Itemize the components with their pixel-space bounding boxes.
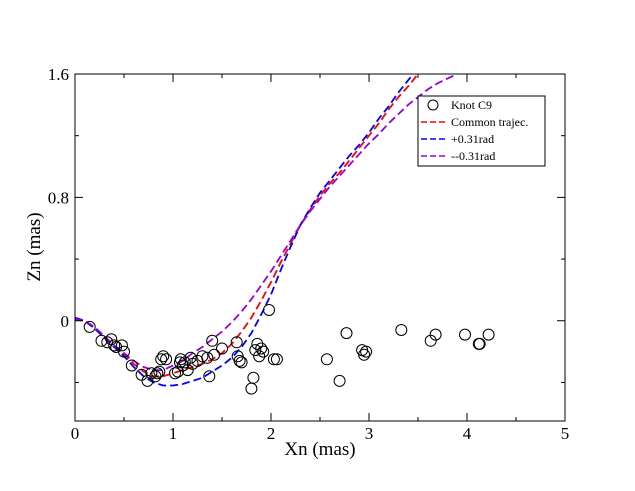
legend-box xyxy=(417,95,546,167)
x-tick-label-2: 2 xyxy=(267,424,276,443)
data-point-knot-c9 xyxy=(459,328,471,341)
legend-label-minus-031rad: --0.31rad xyxy=(451,149,495,163)
data-point-knot-c9 xyxy=(155,353,168,366)
x-tick-label-4: 4 xyxy=(463,424,472,443)
data-point-knot-c9 xyxy=(83,320,96,333)
series-line-0-31rad xyxy=(75,74,458,371)
legend-marker-knot-c9 xyxy=(427,99,439,111)
data-point-knot-c9 xyxy=(208,348,221,361)
data-point-knot-c9 xyxy=(253,350,266,363)
data-point-knot-c9 xyxy=(108,339,121,352)
data-point-knot-c9 xyxy=(482,328,495,341)
ticks-layer: 0 1 2 3 4 5 0 0.8 1.6 xyxy=(48,65,570,443)
data-point-knot-c9 xyxy=(424,334,437,347)
data-point-knot-c9 xyxy=(118,345,130,358)
data-point-knot-c9 xyxy=(233,354,246,367)
legend-label-knot-c9: Knot C9 xyxy=(451,98,492,112)
x-tick-label-5: 5 xyxy=(561,424,570,443)
data-point-knot-c9 xyxy=(263,304,275,316)
data-point-knot-c9 xyxy=(257,345,270,358)
data-point-knot-c9 xyxy=(235,356,248,369)
data-point-knot-c9 xyxy=(249,344,262,357)
data-point-knot-c9 xyxy=(145,367,158,380)
data-point-knot-c9 xyxy=(95,334,108,347)
data-point-knot-c9 xyxy=(206,334,219,347)
data-point-knot-c9 xyxy=(196,350,209,363)
data-point-knot-c9 xyxy=(320,353,333,366)
data-point-knot-c9 xyxy=(169,367,181,380)
y-tick-label-1: 0.8 xyxy=(48,188,69,207)
data-point-knot-c9 xyxy=(216,342,228,355)
data-point-knot-c9 xyxy=(340,327,353,340)
data-point-knot-c9 xyxy=(153,365,166,378)
data-point-knot-c9 xyxy=(251,337,264,350)
data-point-knot-c9 xyxy=(247,371,260,384)
data-point-knot-c9 xyxy=(116,339,128,352)
data-point-knot-c9 xyxy=(151,367,164,380)
data-point-knot-c9 xyxy=(176,359,189,372)
lines-layer xyxy=(75,74,458,387)
y-axis-title: Zn (mas) xyxy=(24,212,45,281)
series-line-0-31rad xyxy=(75,74,414,387)
data-point-knot-c9 xyxy=(267,353,280,366)
data-point-knot-c9 xyxy=(360,345,373,358)
data-point-knot-c9 xyxy=(230,336,243,349)
data-point-knot-c9 xyxy=(429,328,442,341)
data-point-knot-c9 xyxy=(157,350,170,363)
legend-label-common-trajec: Common trajec. xyxy=(451,115,528,129)
data-point-knot-c9 xyxy=(358,348,371,361)
x-tick-label-3: 3 xyxy=(365,424,374,443)
data-point-knot-c9 xyxy=(149,370,162,383)
y-tick-label-2: 1.6 xyxy=(48,65,69,84)
legend-label-plus-031rad: +0.31rad xyxy=(451,132,494,146)
data-point-knot-c9 xyxy=(201,351,214,364)
x-tick-label-1: 1 xyxy=(169,424,178,443)
data-point-knot-c9 xyxy=(160,353,173,366)
x-axis-title: Xn (mas) xyxy=(284,439,355,460)
data-point-knot-c9 xyxy=(125,359,138,372)
legend: Knot C9 Common trajec. +0.31rad --0.31ra… xyxy=(417,95,546,167)
data-point-knot-c9 xyxy=(203,370,216,383)
data-point-knot-c9 xyxy=(395,324,408,336)
y-tick-label-0: 0 xyxy=(61,312,70,331)
data-point-knot-c9 xyxy=(174,353,187,366)
data-point-knot-c9 xyxy=(181,364,194,377)
data-point-knot-c9 xyxy=(333,374,346,387)
series-line-common-trajec xyxy=(75,74,419,378)
data-point-knot-c9 xyxy=(171,365,184,378)
data-point-knot-c9 xyxy=(255,342,268,355)
data-point-knot-c9 xyxy=(473,337,486,350)
points-layer xyxy=(83,304,495,395)
data-point-knot-c9 xyxy=(270,353,283,366)
data-point-knot-c9 xyxy=(184,351,197,364)
x-tick-label-0: 0 xyxy=(71,424,80,443)
